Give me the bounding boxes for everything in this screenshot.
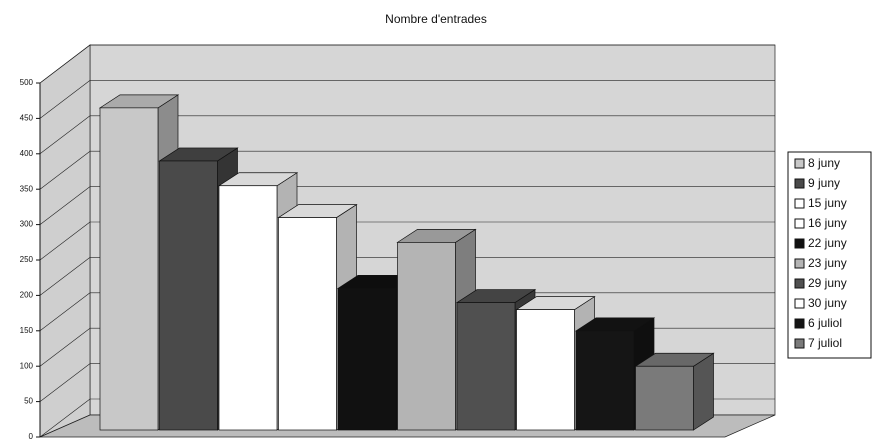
legend-swatch	[794, 338, 805, 349]
legend-label: 7 juliol	[808, 336, 842, 350]
grid-line	[39, 292, 91, 332]
y-tick-label: 250	[20, 255, 34, 264]
y-tick-label: 450	[20, 114, 34, 123]
grid-line	[39, 186, 91, 225]
grid-line	[39, 398, 91, 438]
grid-line	[39, 44, 91, 84]
y-tick-label: 400	[20, 149, 34, 158]
legend-swatch	[794, 278, 805, 289]
y-tick-label: 0	[29, 432, 34, 441]
grid-line	[39, 221, 91, 261]
legend-label: 22 juny	[808, 236, 847, 250]
legend-swatch	[794, 198, 805, 209]
y-tick-label: 200	[20, 291, 34, 300]
bar	[397, 242, 456, 431]
legend-label: 8 juny	[808, 156, 840, 170]
y-tick-label: 100	[20, 361, 34, 370]
legend-swatch	[794, 158, 805, 169]
bar	[99, 107, 159, 431]
bar	[456, 302, 516, 431]
bar-side	[693, 352, 714, 431]
bar	[516, 309, 575, 431]
legend-swatch	[794, 258, 805, 269]
grid-line	[39, 327, 91, 367]
legend-swatch	[794, 318, 805, 329]
legend-label: 23 juny	[808, 256, 847, 270]
bar	[278, 217, 337, 431]
legend-swatch	[794, 178, 805, 189]
bar	[159, 160, 218, 431]
legend-label: 30 juny	[808, 296, 847, 310]
grid-line	[39, 150, 91, 190]
legend-swatch	[794, 218, 805, 229]
y-tick-label: 50	[24, 397, 33, 406]
grid-line	[39, 80, 91, 119]
y-tick-label: 150	[20, 326, 34, 335]
grid-line	[39, 115, 91, 155]
bar	[218, 185, 278, 431]
y-tick-label: 300	[20, 220, 34, 229]
bar	[575, 330, 635, 431]
y-tick-label: 500	[20, 78, 34, 87]
legend-label: 29 juny	[808, 276, 847, 290]
legend-label: 16 juny	[808, 216, 847, 230]
bar	[337, 288, 397, 431]
legend-label: 6 juliol	[808, 316, 842, 330]
chart-title: Nombre d'entrades	[385, 12, 487, 26]
legend-label: 15 juny	[808, 196, 847, 210]
legend-label: 9 juny	[808, 176, 840, 190]
y-tick-label: 350	[20, 184, 34, 193]
legend-swatch	[794, 238, 805, 249]
grid-line	[39, 257, 91, 296]
bar	[635, 365, 694, 431]
grid-line	[39, 363, 91, 402]
legend-swatch	[794, 298, 805, 309]
